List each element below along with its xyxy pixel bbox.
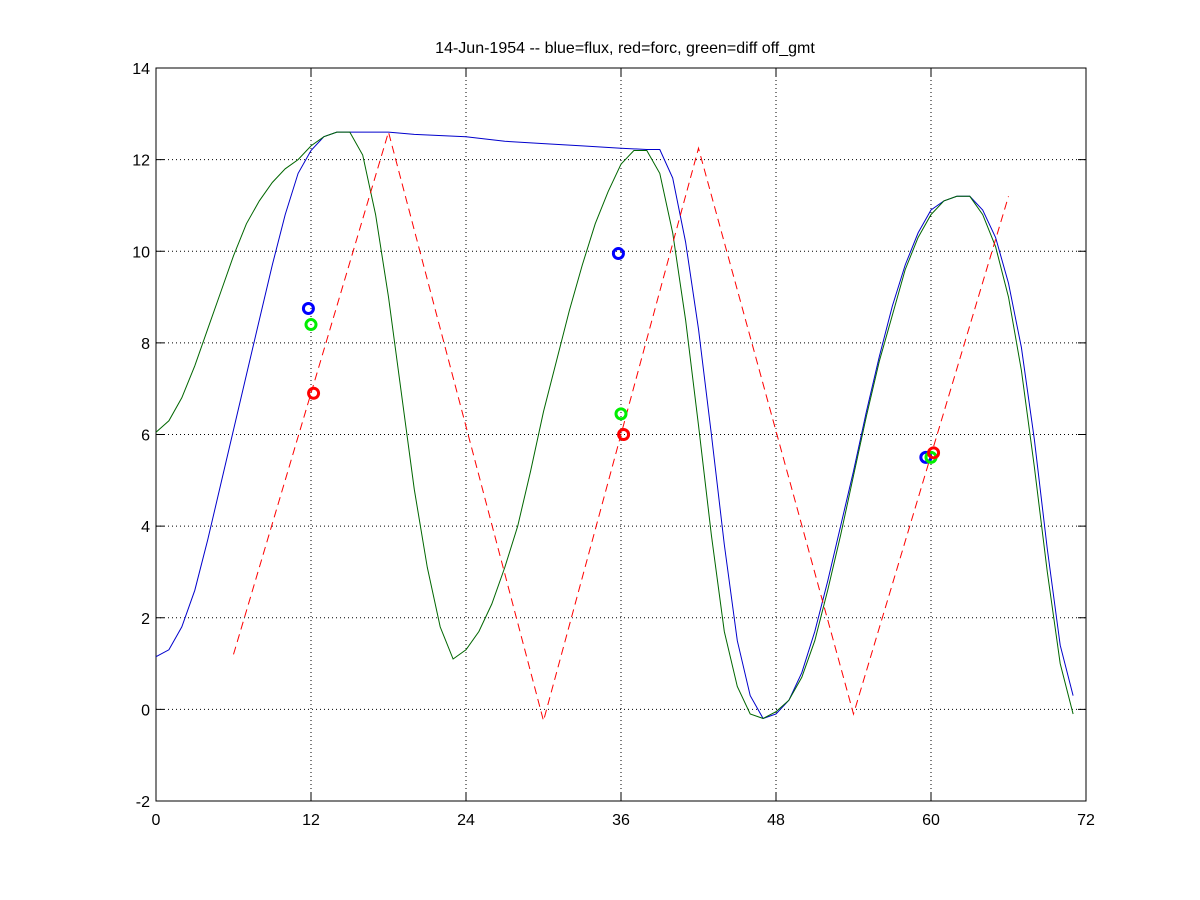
y-tick-label: 14 — [132, 61, 150, 78]
chart-title: 14-Jun-1954 -- blue=flux, red=forc, gree… — [435, 40, 815, 57]
x-tick-label: 48 — [767, 812, 785, 829]
x-tick-label: 60 — [922, 812, 940, 829]
diff-line — [155, 131, 1074, 720]
circle-markers — [301, 247, 941, 464]
x-tick-label: 36 — [612, 812, 630, 829]
y-tick-label: 8 — [141, 336, 150, 353]
x-tick-label: 12 — [302, 812, 320, 829]
x-tick-label: 0 — [152, 812, 161, 829]
diff-marker — [304, 318, 318, 332]
y-tick-label: 4 — [141, 519, 150, 536]
forc-marker — [307, 386, 321, 400]
y-tick-label: 0 — [141, 702, 150, 719]
y-tick-label: -2 — [136, 794, 150, 811]
forc-marker — [927, 446, 941, 460]
forc-marker — [617, 428, 631, 441]
x-tick-label: 72 — [1077, 812, 1095, 829]
flux-marker — [301, 302, 315, 316]
y-tick-label: 2 — [141, 611, 150, 628]
series-lines — [155, 130, 1074, 723]
y-tick-label: 10 — [132, 244, 150, 261]
diff-marker — [614, 407, 628, 421]
y-tick-label: 6 — [141, 428, 150, 445]
forc-line — [233, 130, 1009, 723]
x-tick-label: 24 — [457, 812, 475, 829]
flux-line — [155, 131, 1074, 720]
flux-marker — [611, 247, 625, 261]
y-tick-label: 12 — [132, 153, 150, 170]
